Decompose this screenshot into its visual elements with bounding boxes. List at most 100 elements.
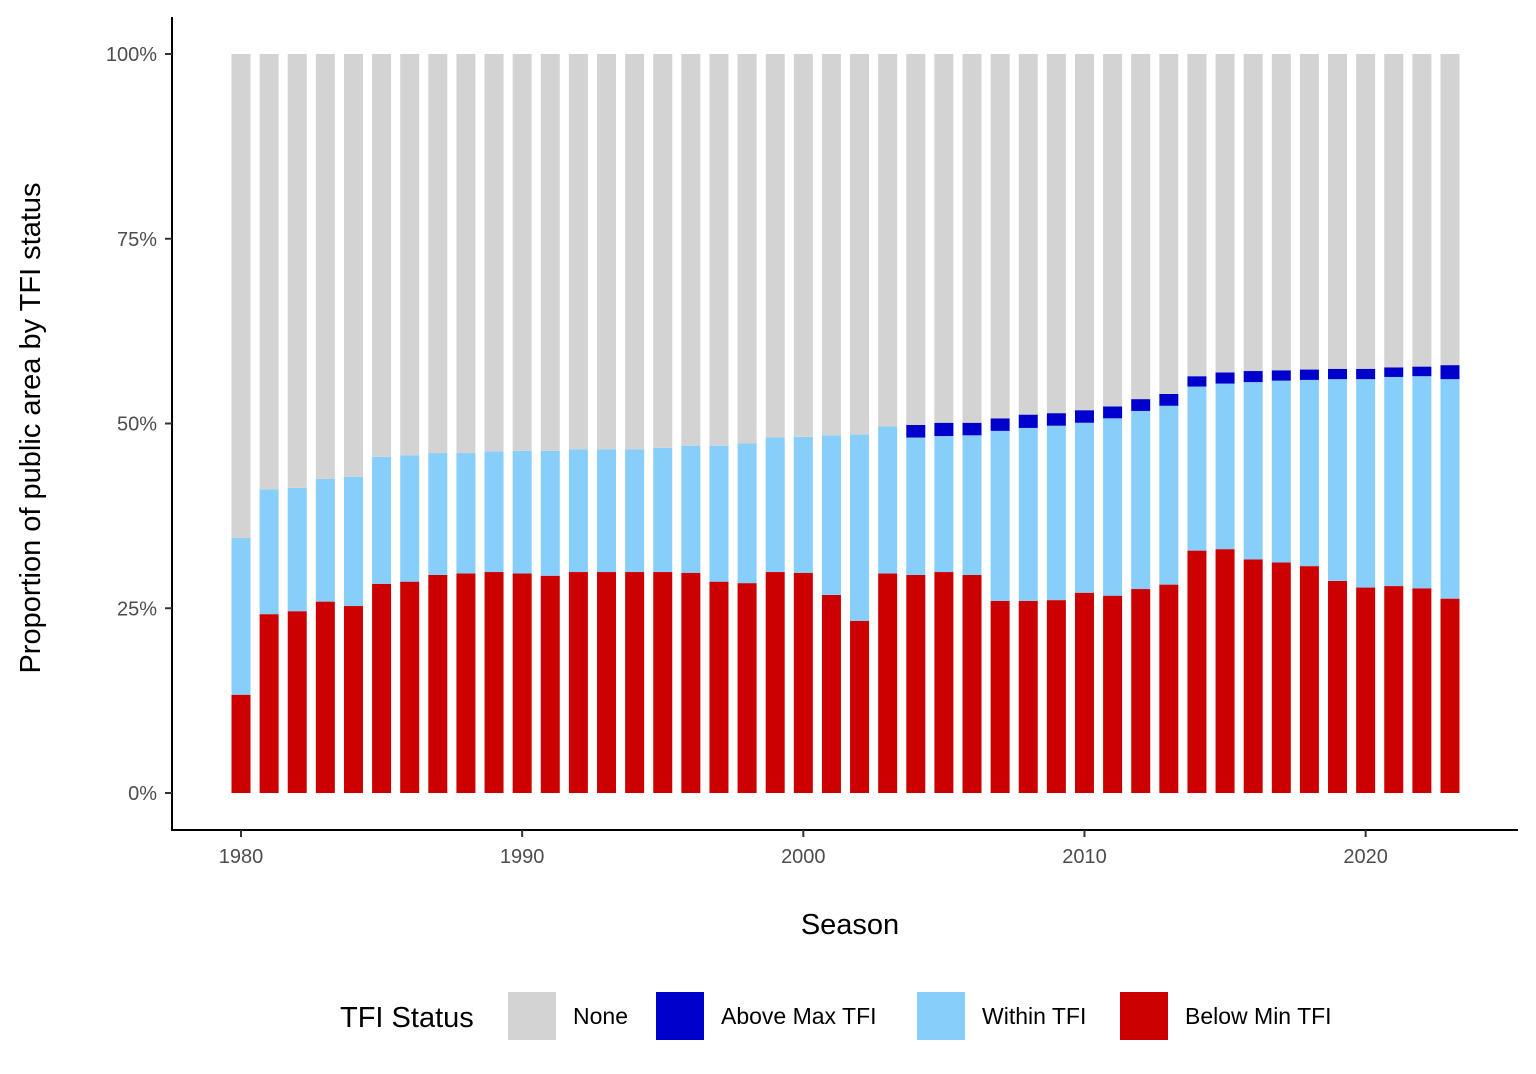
bar-none-2012 <box>1131 54 1151 400</box>
bar-none-1981 <box>259 54 279 490</box>
bar-within-tfi-1984 <box>343 476 363 607</box>
bar-none-1980 <box>231 54 251 539</box>
bar-above-max-tfi-2017 <box>1271 370 1291 381</box>
y-axis-title: Proportion of public area by TFI status <box>15 182 47 673</box>
bar-none-2008 <box>1018 54 1038 415</box>
bar-within-tfi-2000 <box>793 436 813 573</box>
bar-none-2015 <box>1215 54 1235 373</box>
bar-below-min-tfi-2011 <box>1103 595 1123 793</box>
bar-below-min-tfi-2006 <box>962 574 982 793</box>
bar-below-min-tfi-1984 <box>343 606 363 793</box>
bar-above-max-tfi-2018 <box>1299 369 1319 380</box>
bar-within-tfi-2020 <box>1356 379 1376 588</box>
bar-below-min-tfi-2016 <box>1243 559 1263 793</box>
bar-within-tfi-2009 <box>1046 425 1066 601</box>
bar-within-tfi-2005 <box>934 436 954 573</box>
bar-below-min-tfi-2017 <box>1271 562 1291 793</box>
bar-within-tfi-2007 <box>990 430 1010 601</box>
bar-above-max-tfi-2005 <box>934 422 954 437</box>
bar-none-1995 <box>653 54 673 448</box>
bar-below-min-tfi-2005 <box>934 572 954 793</box>
bar-above-max-tfi-2023 <box>1440 365 1460 380</box>
legend-label-below-min-tfi: Below Min TFI <box>1185 1003 1332 1029</box>
bar-above-max-tfi-2004 <box>906 424 926 438</box>
bar-above-max-tfi-2019 <box>1328 368 1348 380</box>
bar-below-min-tfi-2014 <box>1187 550 1207 793</box>
y-tick-label: 100% <box>106 44 157 66</box>
bar-none-1990 <box>512 54 532 451</box>
bar-within-tfi-1982 <box>287 487 307 612</box>
bar-below-min-tfi-2004 <box>906 574 926 793</box>
bar-none-1994 <box>625 54 645 450</box>
bar-within-tfi-2001 <box>821 435 841 595</box>
bar-below-min-tfi-1990 <box>512 573 532 793</box>
x-ticks: 1980 1990 2000 2010 2020 <box>219 830 1388 868</box>
bar-below-min-tfi-1980 <box>231 694 251 793</box>
bar-above-max-tfi-2011 <box>1103 406 1123 419</box>
bar-within-tfi-2010 <box>1074 422 1094 593</box>
bar-within-tfi-2023 <box>1440 379 1460 599</box>
legend: TFI Status None Above Max TFI Within TFI Be… <box>340 992 1332 1040</box>
bar-none-2011 <box>1103 54 1123 407</box>
bar-none-2017 <box>1271 54 1291 371</box>
bar-within-tfi-1994 <box>625 449 645 573</box>
bar-none-2002 <box>850 54 870 435</box>
bar-below-min-tfi-1983 <box>315 601 335 793</box>
bar-within-tfi-1985 <box>372 456 392 584</box>
bar-within-tfi-2006 <box>962 435 982 575</box>
bar-within-tfi-1981 <box>259 489 279 615</box>
bar-none-2009 <box>1046 54 1066 414</box>
bar-none-1992 <box>568 54 588 450</box>
bar-below-min-tfi-2022 <box>1412 588 1432 793</box>
bar-above-max-tfi-2006 <box>962 422 982 436</box>
bars-layer <box>231 54 1460 793</box>
bar-below-min-tfi-2002 <box>850 620 870 793</box>
bar-below-min-tfi-1991 <box>540 575 560 793</box>
bar-within-tfi-2014 <box>1187 386 1207 551</box>
legend-label-within-tfi: Within TFI <box>982 1003 1086 1029</box>
bar-below-min-tfi-2010 <box>1074 592 1094 793</box>
bar-within-tfi-1988 <box>456 453 476 574</box>
x-tick-label: 1990 <box>500 846 545 868</box>
bar-below-min-tfi-2015 <box>1215 549 1235 793</box>
bar-below-min-tfi-2013 <box>1159 584 1179 793</box>
x-axis-title: Season <box>801 909 899 941</box>
bar-above-max-tfi-2010 <box>1074 410 1094 423</box>
bar-below-min-tfi-2000 <box>793 572 813 793</box>
bar-above-max-tfi-2021 <box>1384 367 1404 377</box>
bar-below-min-tfi-1997 <box>709 581 729 793</box>
bar-none-1999 <box>765 54 785 438</box>
bar-within-tfi-2008 <box>1018 427 1038 601</box>
bar-within-tfi-1999 <box>765 437 785 573</box>
bar-below-min-tfi-2001 <box>821 594 841 793</box>
bar-none-1982 <box>287 54 307 488</box>
bar-within-tfi-2002 <box>850 434 870 621</box>
bar-below-min-tfi-1989 <box>484 572 504 793</box>
bar-within-tfi-2003 <box>878 426 898 574</box>
bar-within-tfi-1991 <box>540 450 560 576</box>
bar-below-min-tfi-1985 <box>372 583 392 793</box>
x-tick-label: 2020 <box>1343 846 1388 868</box>
bar-none-2004 <box>906 54 926 425</box>
bar-above-max-tfi-2015 <box>1215 372 1235 384</box>
legend-swatch-within-tfi <box>917 992 965 1040</box>
bar-none-2003 <box>878 54 898 427</box>
bar-below-min-tfi-2009 <box>1046 600 1066 793</box>
legend-label-above-max-tfi: Above Max TFI <box>721 1003 877 1029</box>
bar-within-tfi-1998 <box>737 443 757 584</box>
bar-within-tfi-2022 <box>1412 376 1432 589</box>
x-tick-label: 2000 <box>781 846 826 868</box>
y-ticks: 0% 25% 50% 75% 100% <box>106 44 172 805</box>
bar-none-2007 <box>990 54 1010 419</box>
bar-none-2001 <box>821 54 841 436</box>
bar-none-2010 <box>1074 54 1094 411</box>
bar-within-tfi-1997 <box>709 445 729 582</box>
bar-none-2006 <box>962 54 982 423</box>
bar-below-min-tfi-1995 <box>653 572 673 793</box>
bar-below-min-tfi-1999 <box>765 572 785 793</box>
bar-within-tfi-1990 <box>512 450 532 574</box>
bar-none-1985 <box>372 54 392 457</box>
bar-below-min-tfi-1987 <box>428 574 448 793</box>
bar-below-min-tfi-2008 <box>1018 600 1038 793</box>
